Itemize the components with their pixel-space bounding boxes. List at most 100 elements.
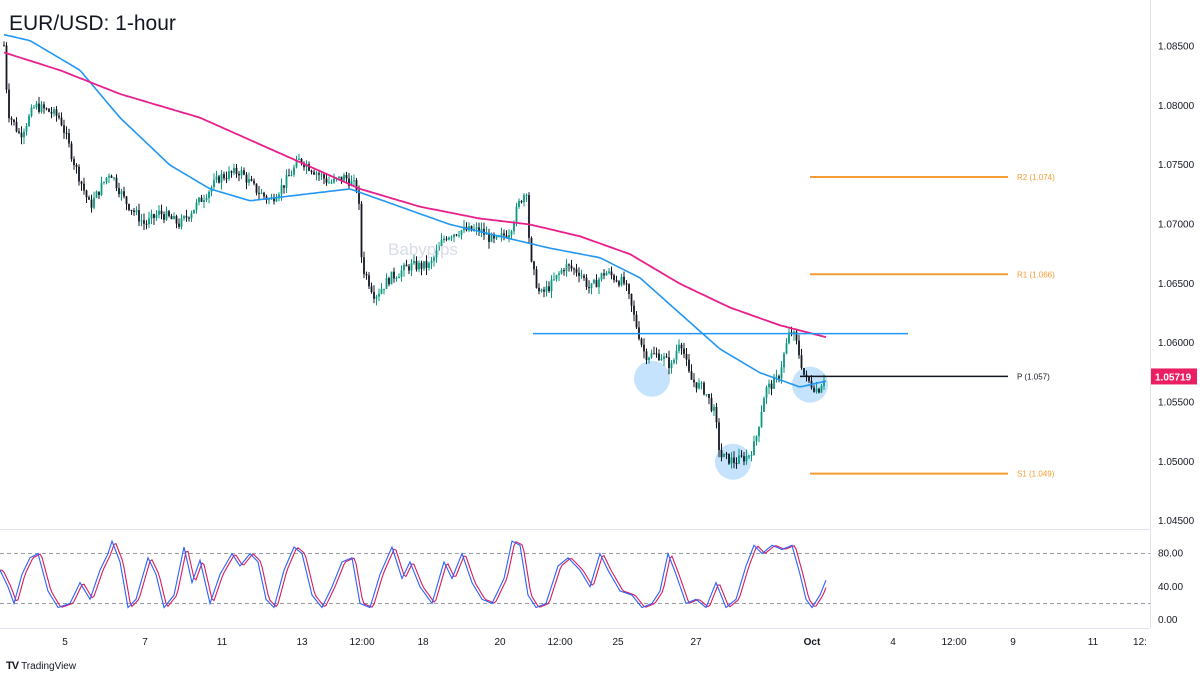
candle-body xyxy=(248,179,250,183)
candle-body xyxy=(820,386,823,393)
tradingview-logo-icon: TV xyxy=(6,660,19,672)
candle-body xyxy=(278,194,280,199)
candle-body xyxy=(613,275,615,281)
candle-body xyxy=(393,271,395,279)
candle-body xyxy=(315,173,318,175)
candle-body xyxy=(575,268,578,273)
candle-body xyxy=(715,406,718,423)
candle-body xyxy=(108,175,110,178)
candle-body xyxy=(55,109,58,116)
candle-body xyxy=(425,261,428,268)
candle-body xyxy=(570,265,573,269)
candle-body xyxy=(310,170,313,173)
candle-body xyxy=(553,279,555,281)
candle-body xyxy=(113,177,115,179)
candle-body xyxy=(378,293,380,297)
candle-body xyxy=(175,216,178,224)
candle-body xyxy=(775,376,778,378)
candle-body xyxy=(120,191,123,195)
candle-body xyxy=(663,356,665,360)
candle-body xyxy=(448,237,450,240)
candle-body xyxy=(580,275,583,277)
ema-slow-line xyxy=(3,51,827,339)
candle-body xyxy=(773,377,775,389)
candle-body xyxy=(428,263,430,268)
candle-body xyxy=(600,273,603,280)
candle-body xyxy=(758,426,760,437)
candle-body xyxy=(818,388,820,393)
candle-body xyxy=(420,262,423,269)
candle-body xyxy=(665,356,668,358)
candle-body xyxy=(250,179,253,181)
candle-body xyxy=(345,175,348,179)
candle-body xyxy=(53,109,55,114)
candle-body xyxy=(423,261,425,269)
candle-body xyxy=(168,211,170,217)
candle-body xyxy=(298,158,300,160)
time-tick-label: 12:00 xyxy=(547,637,572,648)
candle-body xyxy=(603,273,605,276)
candle-body xyxy=(458,235,460,237)
candle-body xyxy=(455,234,458,236)
candle-body xyxy=(710,397,713,411)
candle-body xyxy=(163,214,165,220)
chart-title: EUR/USD: 1-hour xyxy=(9,12,176,35)
candle-body xyxy=(413,261,415,264)
candle-body xyxy=(90,199,93,208)
candle-body xyxy=(295,159,298,168)
candle-body xyxy=(150,214,153,219)
candle-body xyxy=(125,196,128,205)
candle-body xyxy=(63,125,65,133)
candle-body xyxy=(598,279,600,288)
candle-body xyxy=(608,271,610,273)
candle-body xyxy=(185,216,188,218)
candle-body xyxy=(593,279,595,284)
candle-body xyxy=(740,455,743,457)
candle-body xyxy=(200,197,203,202)
candle-body xyxy=(145,223,148,225)
candle-body xyxy=(783,353,785,368)
candle-body xyxy=(605,272,608,276)
candle-body xyxy=(538,287,540,292)
candle-body xyxy=(530,237,533,262)
candle-body xyxy=(263,192,265,197)
candle-body xyxy=(443,238,445,241)
candle-body xyxy=(313,172,315,175)
candle-body xyxy=(10,118,13,120)
candle-body xyxy=(333,178,335,183)
candle-body xyxy=(5,45,8,90)
candle-body xyxy=(233,167,235,173)
candle-body xyxy=(440,240,443,247)
candle-body xyxy=(80,181,83,184)
level-label: R1 (1.066) xyxy=(1017,270,1055,279)
candle-body xyxy=(525,195,528,197)
candle-body xyxy=(778,376,780,379)
candle-body xyxy=(143,220,145,224)
candle-body xyxy=(300,158,303,164)
candle-body xyxy=(515,206,518,223)
candle-body xyxy=(660,359,663,361)
candle-body xyxy=(223,174,225,179)
candle-body xyxy=(548,286,550,292)
time-tick-label: 13 xyxy=(296,637,308,648)
candle-body xyxy=(118,188,120,195)
candle-body xyxy=(640,338,643,345)
candle-body xyxy=(293,167,295,175)
candle-body xyxy=(733,457,735,463)
candle-body xyxy=(23,131,25,138)
candle-body xyxy=(30,107,33,116)
candle-body xyxy=(3,45,5,47)
candle-body xyxy=(400,270,403,277)
candle-body xyxy=(650,353,653,358)
candle-body xyxy=(643,344,645,352)
candle-body xyxy=(73,159,75,166)
level-label: S1 (1.049) xyxy=(1017,470,1055,479)
candle-body xyxy=(93,197,95,208)
candle-body xyxy=(523,195,525,203)
price-tick-label: 1.08500 xyxy=(1158,42,1195,53)
candle-body xyxy=(633,305,635,315)
candle-body xyxy=(550,279,553,292)
candle-body xyxy=(28,115,30,126)
candle-body xyxy=(193,209,195,214)
tradingview-brand[interactable]: TV TradingView xyxy=(6,660,76,672)
